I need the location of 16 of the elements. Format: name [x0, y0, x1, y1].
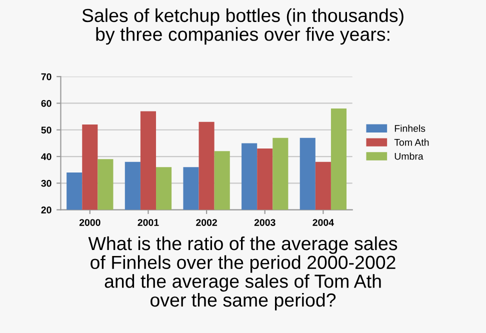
legend-label: Tom Ath — [394, 138, 429, 146]
x-tick-label: 2000 — [79, 219, 100, 226]
x-tick-label: 2004 — [312, 219, 334, 226]
y-tick-label: 70 — [41, 73, 52, 80]
y-tick-label: 20 — [41, 206, 52, 214]
y-tick-label: 60 — [41, 100, 52, 107]
legend-label: Finhels — [394, 124, 426, 132]
y-tick-label: 50 — [41, 126, 52, 134]
y-tick-label: 30 — [41, 180, 52, 187]
x-tick-label: 2002 — [196, 219, 217, 226]
x-tick-label: 2003 — [254, 219, 276, 226]
text: What is the ratio of the average sales of Finhels over the period 2000-2002 and the average sales of Tom Ath over the same period? — [88, 236, 398, 310]
legend-label: Umbra — [394, 152, 424, 160]
y-tick-label: 40 — [41, 153, 52, 160]
chart-title: Sales of ketchup bottles (in thousands) by three companies over five years: — [82, 8, 404, 45]
x-tick-label: 2001 — [138, 219, 159, 226]
